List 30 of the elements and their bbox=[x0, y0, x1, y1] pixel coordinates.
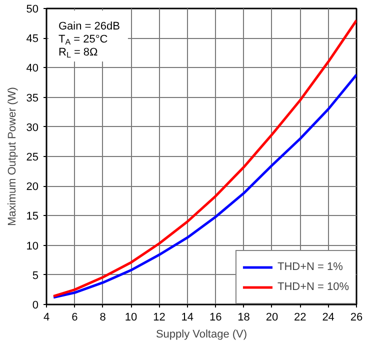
y-tick-label: 30 bbox=[26, 122, 39, 134]
x-tick-label: 26 bbox=[350, 312, 363, 324]
x-tick-label: 14 bbox=[181, 312, 194, 324]
annotation: Gain = 26dB bbox=[58, 20, 120, 32]
legend-label: THD+N = 10% bbox=[277, 281, 349, 293]
y-tick-label: 5 bbox=[32, 270, 39, 282]
y-tick-label: 50 bbox=[26, 4, 39, 16]
legend-label: THD+N = 1% bbox=[277, 261, 343, 273]
x-tick-label: 24 bbox=[322, 312, 334, 324]
x-tick-label: 22 bbox=[294, 312, 306, 324]
y-tick-label: 40 bbox=[26, 62, 39, 75]
x-tick-label: 10 bbox=[124, 312, 138, 324]
y-tick-label: 10 bbox=[26, 240, 39, 252]
x-tick-label: 6 bbox=[72, 312, 78, 324]
y-tick-label: 35 bbox=[26, 92, 39, 104]
y-tick-label: 20 bbox=[26, 181, 39, 194]
x-tick-label: 4 bbox=[43, 312, 50, 324]
y-axis-title: Maximum Output Power (W) bbox=[6, 87, 18, 226]
x-tick-label: 12 bbox=[153, 312, 166, 324]
x-tick-label: 20 bbox=[266, 312, 278, 324]
line-series bbox=[52, 19, 356, 298]
x-tick-label: 8 bbox=[100, 312, 106, 324]
line-series bbox=[52, 74, 356, 299]
x-axis-title: Supply Voltage (V) bbox=[156, 328, 248, 340]
y-tick-label: 15 bbox=[26, 210, 39, 223]
y-tick-label: 0 bbox=[32, 300, 39, 312]
x-tick-label: 16 bbox=[209, 312, 222, 324]
y-tick-label: 45 bbox=[26, 33, 39, 46]
y-tick-label: 25 bbox=[26, 152, 39, 164]
x-tick-label: 18 bbox=[238, 312, 250, 324]
